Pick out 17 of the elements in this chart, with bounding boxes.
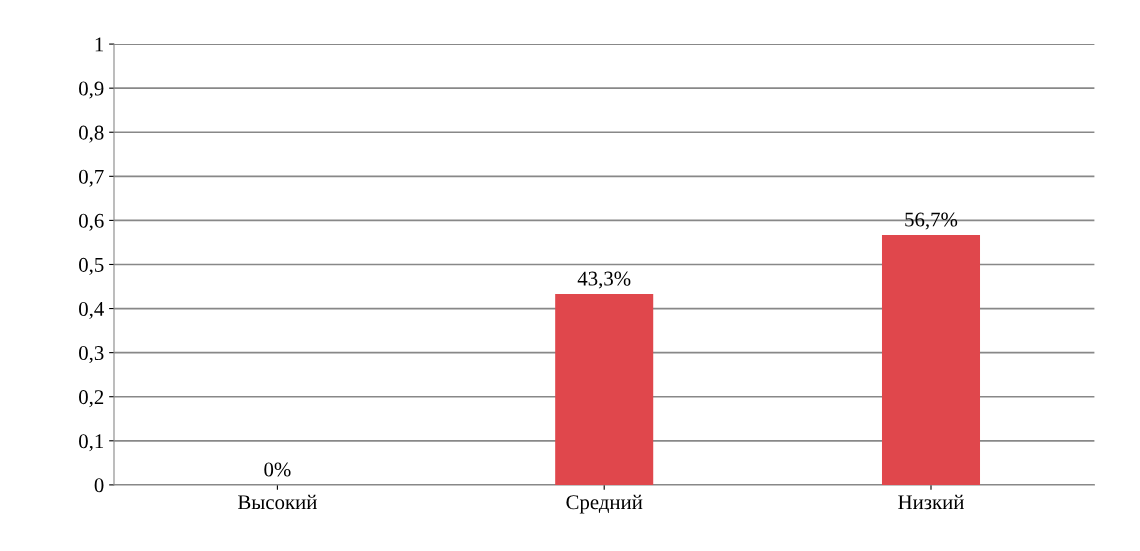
x-tick-label: Высокий bbox=[238, 494, 317, 510]
y-tick-label: 0,5 bbox=[79, 257, 104, 275]
y-tick-label: 0,3 bbox=[79, 346, 104, 364]
x-tick-label: Низкий bbox=[898, 494, 964, 510]
data-label: 56,7% bbox=[905, 212, 958, 230]
y-tick-label: 0,8 bbox=[79, 125, 104, 143]
y-tick-label: 0,9 bbox=[79, 81, 104, 99]
y-tick-label: 1 bbox=[95, 37, 104, 52]
data-label: 43,3% bbox=[577, 271, 631, 289]
y-tick-label: 0,4 bbox=[79, 301, 104, 319]
y-tick-label: 0,1 bbox=[79, 434, 104, 452]
x-tick-label: Средний bbox=[566, 494, 643, 514]
y-tick-label: 0,6 bbox=[79, 213, 104, 231]
y-tick-label: 0,2 bbox=[79, 390, 104, 408]
data-label: 0% bbox=[264, 462, 291, 477]
y-tick-label: 0,7 bbox=[79, 169, 104, 187]
y-tick-label: 0 bbox=[94, 478, 104, 493]
